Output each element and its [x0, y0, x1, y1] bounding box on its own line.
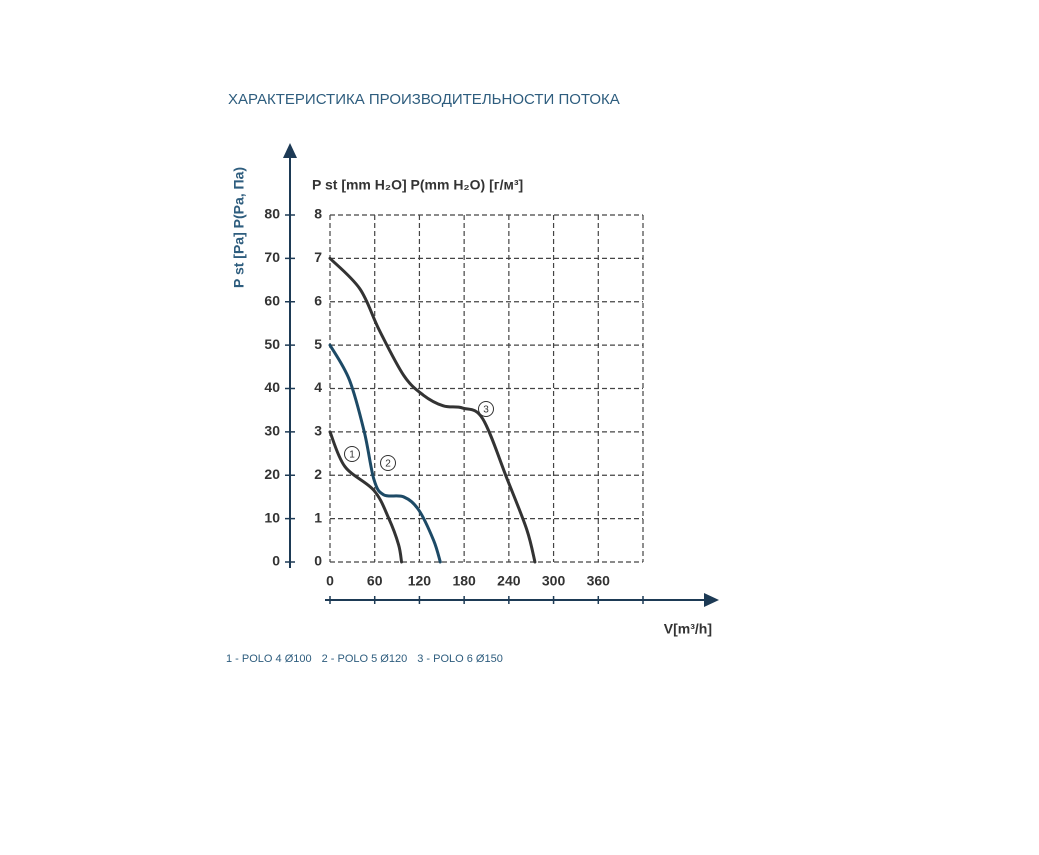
y2-tick-label: 40	[264, 379, 280, 395]
x-tick-label: 300	[542, 573, 566, 589]
y2-axis-label: P st [Pa] P(Pa, Па)	[231, 167, 247, 288]
x-tick-label: 120	[408, 573, 432, 589]
curve-label: 2	[385, 459, 391, 470]
x-tick-label: 0	[326, 573, 334, 589]
line-series	[328, 430, 404, 564]
x-arrow	[704, 593, 719, 607]
y-tick-label: 1	[314, 509, 322, 525]
y-tick-label: 5	[314, 336, 322, 352]
y2-tick-label: 60	[264, 292, 280, 308]
curve-label: 1	[349, 450, 355, 461]
y2-tick-label: 70	[264, 249, 280, 265]
x-tick-label: 180	[452, 573, 476, 589]
y-tick-label: 8	[314, 206, 322, 222]
y-tick-label: 6	[314, 292, 322, 308]
x-tick-label: 60	[367, 573, 383, 589]
x-tick-label: 240	[497, 573, 521, 589]
x-tick-label: 360	[587, 573, 611, 589]
chart-title: ХАРАКТЕРИСТИКА ПРОИЗВОДИТЕЛЬНОСТИ ПОТОКА	[228, 91, 620, 108]
line-series	[328, 256, 537, 564]
y2-tick-label: 80	[264, 206, 280, 222]
y2-arrow	[283, 143, 297, 158]
curve-label-circle	[478, 401, 494, 417]
y-tick-label: 7	[314, 249, 322, 265]
y-tick-label: 4	[314, 379, 322, 395]
curve-label-circle	[380, 455, 396, 471]
x-axis-label: V[m³/h]	[664, 621, 712, 637]
legend-entry: 3 - POLO 6 Ø150	[417, 653, 503, 665]
legend-entry: 1 - POLO 4 Ø100	[226, 653, 312, 665]
y2-tick-label: 50	[264, 336, 280, 352]
curve-label-circle	[344, 446, 360, 462]
y2-tick-label: 30	[264, 423, 280, 439]
y2-tick-label: 10	[264, 509, 280, 525]
curve-label: 3	[483, 405, 489, 416]
y-axis-label: P st [mm H₂O] P(mm H₂O) [г/м³]	[312, 177, 523, 193]
y-tick-label: 3	[314, 423, 322, 439]
y-tick-label: 2	[314, 466, 322, 482]
legend-entry: 2 - POLO 5 Ø120	[322, 653, 408, 665]
y2-tick-label: 20	[264, 466, 280, 482]
y-tick-label: 0	[314, 553, 322, 569]
y2-tick-label: 0	[272, 553, 280, 569]
line-series	[328, 343, 442, 564]
